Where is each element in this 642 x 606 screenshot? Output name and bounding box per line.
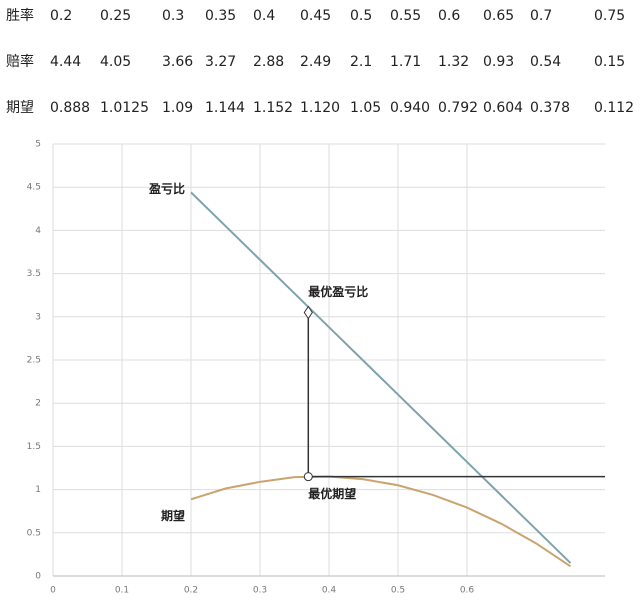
table-cell: 1.32 (438, 54, 469, 70)
x-tick-label: 0.3 (253, 586, 267, 596)
table-cell: 0.65 (483, 8, 514, 24)
table-cell: 0.378 (530, 100, 570, 116)
table-cell: 0.940 (390, 100, 430, 116)
table-cell: 0.2 (50, 8, 72, 24)
y-tick-label: 1 (35, 485, 41, 495)
table-cell: 3.27 (205, 54, 236, 70)
table-cell: 4.05 (100, 54, 131, 70)
table-cell: 2.1 (350, 54, 372, 70)
table-cell: 0.75 (594, 8, 625, 24)
y-tick-label: 5 (35, 140, 41, 150)
table-cell: 0.3 (162, 8, 184, 24)
x-tick-label: 0.2 (184, 586, 198, 596)
table-cell: 0.4 (253, 8, 275, 24)
row-header: 期望 (6, 100, 34, 116)
x-tick-label: 0.6 (460, 586, 475, 596)
y-tick-label: 4.5 (27, 183, 41, 193)
y-tick-label: 3.5 (27, 269, 41, 279)
table-cell: 4.44 (50, 54, 81, 70)
table-cell: 1.120 (300, 100, 340, 116)
row-header: 赔率 (6, 53, 34, 70)
y-tick-label: 1.5 (27, 442, 41, 452)
table-cell: 0.93 (483, 54, 514, 70)
table-cell: 0.54 (530, 54, 561, 70)
table-cell: 0.45 (300, 8, 331, 24)
table-cell: 1.0125 (100, 100, 149, 116)
x-tick-label: 0.5 (391, 586, 405, 596)
table-cell: 3.66 (162, 54, 193, 70)
x-tick-label: 0 (50, 586, 56, 596)
annotation-label: 最优盈亏比 (308, 284, 368, 299)
table-cell: 0.792 (438, 100, 478, 116)
series-label: 期望 (161, 508, 185, 523)
table-cell: 1.152 (253, 100, 293, 116)
annotation-marker (303, 305, 313, 320)
table-cell: 0.6 (438, 8, 460, 24)
y-tick-label: 2.5 (27, 356, 41, 366)
table-cell: 2.88 (253, 54, 284, 70)
table-cell: 0.5 (350, 8, 372, 24)
series-label: 盈亏比 (148, 181, 185, 196)
row-header: 胜率 (6, 7, 34, 24)
table-cell: 2.49 (300, 54, 331, 70)
table-cell: 1.09 (162, 100, 193, 116)
table-cell: 1.71 (390, 54, 421, 70)
table-cell: 0.112 (594, 100, 634, 116)
annotation-label: 最优期望 (308, 486, 356, 501)
x-tick-label: 0.4 (322, 586, 337, 596)
table-cell: 0.888 (50, 100, 90, 116)
table-cell: 0.15 (594, 54, 625, 70)
table-cell: 1.144 (205, 100, 245, 116)
series-line (190, 191, 572, 564)
table-cell: 0.55 (390, 8, 421, 24)
y-tick-label: 0.5 (27, 528, 41, 538)
y-tick-label: 4 (35, 226, 41, 236)
annotation-marker (303, 472, 313, 482)
y-tick-label: 0 (35, 572, 41, 582)
series-line (190, 475, 572, 568)
x-tick-label: 0.1 (115, 586, 129, 596)
table-cell: 1.05 (350, 100, 381, 116)
y-tick-label: 2 (35, 399, 41, 409)
table-cell: 0.604 (483, 100, 523, 116)
table-cell: 0.7 (530, 8, 552, 24)
y-tick-label: 3 (35, 312, 41, 322)
table-cell: 0.25 (100, 8, 131, 24)
table-cell: 0.35 (205, 8, 236, 24)
